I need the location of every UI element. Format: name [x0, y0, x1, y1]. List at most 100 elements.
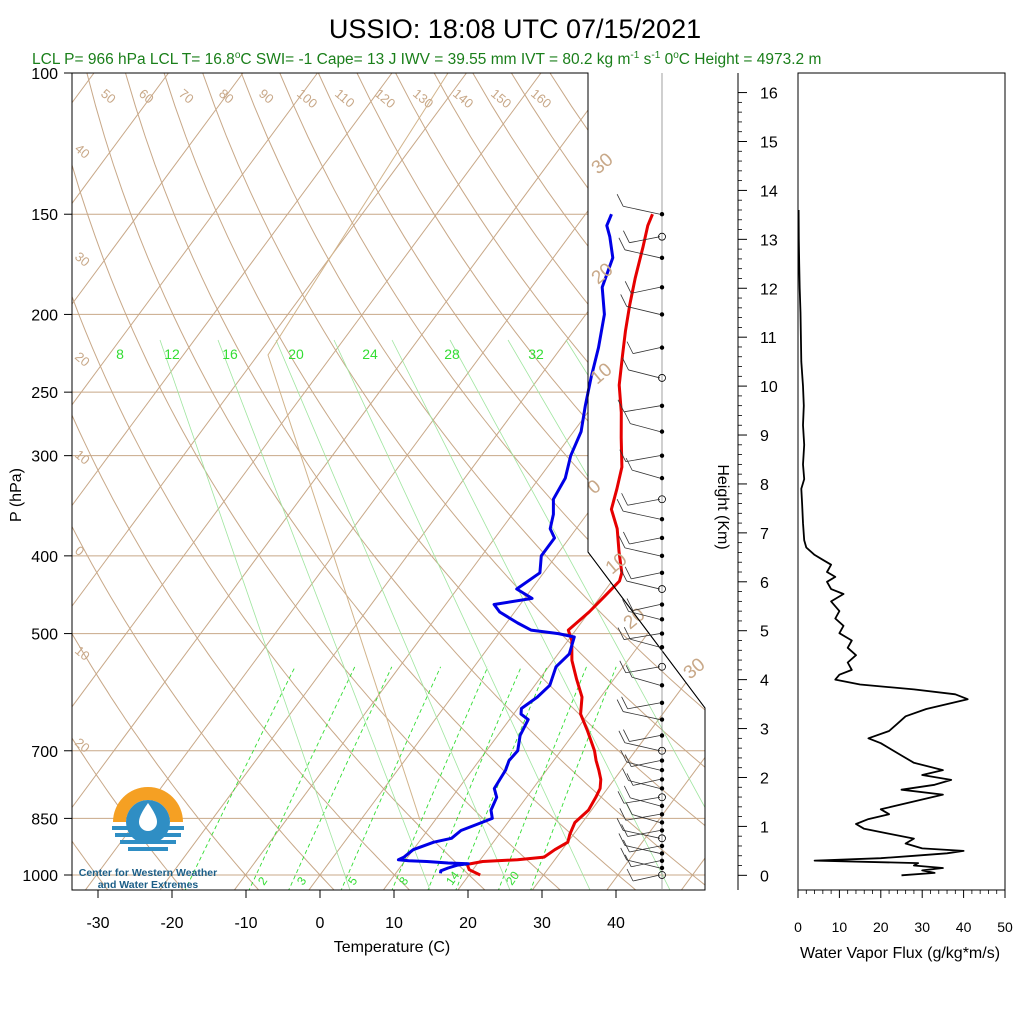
wind-barb — [624, 249, 661, 259]
wind-barb — [629, 735, 661, 742]
moist-adiabat-line — [275, 339, 511, 890]
logo-wave-2 — [115, 833, 181, 837]
wind-barb — [631, 760, 661, 767]
barb-point — [659, 828, 665, 833]
barb-point — [659, 255, 665, 261]
mixing-ratio-line — [427, 666, 522, 890]
logo-line-2: and Water Extremes — [98, 879, 199, 891]
wind-barb — [623, 405, 661, 413]
frame-diagonal — [587, 551, 706, 709]
y-tick-label: 250 — [31, 385, 58, 402]
barb-point — [659, 843, 665, 849]
barb-point — [659, 602, 665, 607]
x-tick-label: -20 — [160, 915, 183, 932]
dry-adiabat-label: 150 — [488, 86, 514, 111]
wind-barb-flag — [617, 399, 625, 412]
chart-title: USSIO: 18:08 UTC 07/15/2021 — [329, 14, 701, 44]
barb-point — [659, 345, 665, 350]
wind-barb-flag — [622, 768, 629, 781]
dry-adiabat-line — [279, 73, 705, 655]
mixing-ratio-label: 28 — [444, 346, 460, 362]
x-tick-label: -30 — [86, 915, 109, 932]
wind-barb — [629, 537, 661, 545]
stat-ivt-mid: s — [639, 51, 651, 68]
wind-barb — [629, 845, 661, 853]
isotherm-line — [72, 73, 169, 205]
mixing-ratio-label: 5 — [345, 874, 360, 888]
wind-barb-flag — [623, 785, 631, 799]
isotherm-label: 40 — [72, 141, 93, 162]
wind-barb-flag — [620, 568, 628, 582]
y-tick-label: 700 — [31, 744, 58, 761]
wind-barb — [628, 780, 661, 789]
height-tick-label: 7 — [760, 526, 769, 543]
barb-point — [659, 812, 665, 817]
wind-barb-flag — [620, 294, 628, 307]
dry-adiabat-line — [72, 632, 260, 890]
wind-barb-flag — [619, 660, 627, 673]
stat-ivt-exp1: -1 — [630, 50, 639, 61]
wind-barb — [631, 860, 661, 868]
mixing-ratio-line — [530, 666, 617, 890]
mixing-ratio-line — [498, 666, 587, 890]
barb-point — [659, 851, 665, 856]
mixing-ratio-label: 12 — [164, 346, 180, 362]
mixing-ratio-line — [391, 666, 489, 890]
wind-barb-flag — [624, 281, 632, 294]
barb-point — [659, 285, 665, 290]
height-tick-label: 0 — [760, 868, 769, 885]
dry-adiabat-label: 50 — [98, 86, 119, 107]
isotherm-line — [72, 73, 393, 507]
barb-point — [659, 553, 665, 559]
stat-zero-height-rest: C Height = 4973.2 m — [679, 51, 822, 68]
wind-barb-flag — [625, 665, 633, 678]
isotherm-line — [72, 73, 616, 809]
isotherm-label: 10 — [72, 643, 93, 664]
barb-point — [659, 403, 665, 409]
isotherm-line — [72, 73, 542, 708]
dry-adiabat-line — [240, 73, 705, 711]
stat-swi: SWI= -1 — [256, 51, 312, 68]
mixing-ratio-label: 2 — [255, 874, 270, 888]
barb-point — [659, 453, 665, 458]
wind-barb-flag — [626, 868, 634, 882]
flux-x-tick-label: 30 — [914, 919, 930, 935]
mixing-ratio-label: 3 — [294, 874, 309, 888]
dry-adiabat-line — [395, 73, 705, 490]
dry-adiabat-line — [356, 73, 705, 544]
wind-barb — [623, 796, 661, 804]
stat-ivt-exp2: -1 — [651, 50, 660, 61]
wind-barb — [631, 572, 661, 580]
barb-point — [659, 516, 665, 522]
y-tick-label: 100 — [31, 66, 58, 83]
mixing-ratio-label: 14 — [443, 868, 462, 887]
moist-adiabat-line — [217, 339, 431, 890]
moist-adiabat-line — [449, 339, 705, 809]
stat-zero-height: 0 — [665, 51, 674, 68]
wind-barb — [630, 638, 661, 648]
height-tick-label: 10 — [760, 379, 778, 396]
wind-barb — [623, 711, 661, 720]
wind-barb-flag — [618, 730, 626, 743]
mixing-ratio-line — [288, 666, 393, 890]
flux-x-tick-label: 20 — [873, 919, 889, 935]
wind-barb — [626, 580, 661, 590]
wind-barb-flag — [620, 847, 628, 861]
water-vapor-flux-line — [798, 209, 969, 877]
barb-point — [659, 733, 665, 738]
wind-barb — [632, 347, 661, 355]
wind-barb-flag — [623, 411, 631, 424]
wind-barb — [630, 797, 661, 807]
mixing-ratio-label: 20 — [288, 346, 304, 362]
wind-barb — [632, 604, 661, 611]
wind-barb-flag — [621, 824, 628, 837]
barb-point — [659, 535, 665, 541]
flux-x-tick-label: 50 — [997, 919, 1013, 935]
wind-barb-flag — [626, 598, 634, 611]
wind-barb — [631, 286, 661, 294]
barb-point — [659, 700, 665, 706]
dewpoint-line — [396, 213, 615, 874]
